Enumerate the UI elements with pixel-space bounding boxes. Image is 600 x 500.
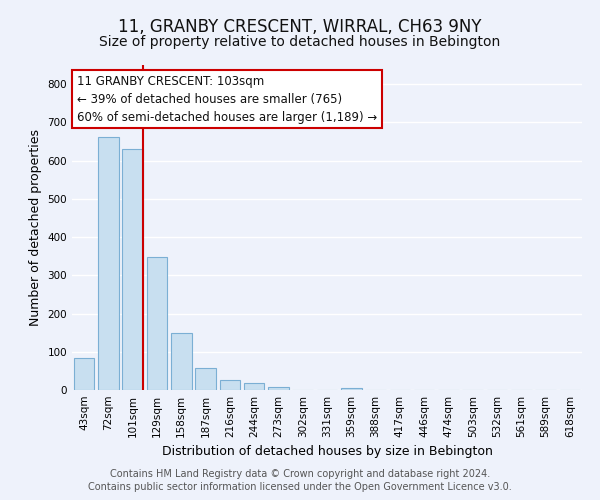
Text: Contains HM Land Registry data © Crown copyright and database right 2024.
Contai: Contains HM Land Registry data © Crown c…	[88, 470, 512, 492]
Y-axis label: Number of detached properties: Number of detached properties	[29, 129, 42, 326]
Bar	[122, 149, 143, 390]
Bar	[220, 380, 240, 390]
Text: 11, GRANBY CRESCENT, WIRRAL, CH63 9NY: 11, GRANBY CRESCENT, WIRRAL, CH63 9NY	[118, 18, 482, 36]
Bar	[98, 136, 119, 390]
Text: 11 GRANBY CRESCENT: 103sqm
← 39% of detached houses are smaller (765)
60% of sem: 11 GRANBY CRESCENT: 103sqm ← 39% of deta…	[77, 74, 377, 124]
Bar	[268, 388, 289, 390]
X-axis label: Distribution of detached houses by size in Bebington: Distribution of detached houses by size …	[161, 446, 493, 458]
Bar	[146, 257, 167, 390]
Bar	[171, 334, 191, 390]
Bar	[74, 358, 94, 390]
Text: Size of property relative to detached houses in Bebington: Size of property relative to detached ho…	[100, 35, 500, 49]
Bar	[341, 388, 362, 390]
Bar	[244, 383, 265, 390]
Bar	[195, 368, 216, 390]
